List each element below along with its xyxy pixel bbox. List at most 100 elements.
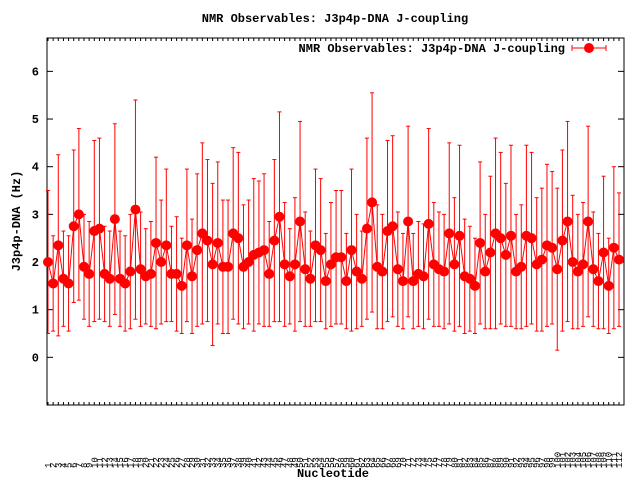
x-tick-label: 55 <box>322 457 332 468</box>
point <box>68 221 79 232</box>
x-tick-label: 93 <box>517 457 527 468</box>
point <box>53 240 64 251</box>
x-tick-label: 54 <box>317 457 327 468</box>
x-axis-label: Nucleotide <box>297 467 369 480</box>
x-tick-label: 4 <box>59 463 69 468</box>
x-tick-label: 63 <box>363 457 373 468</box>
x-tick-label: 92 <box>512 457 522 468</box>
x-tick-label: 32 <box>203 457 213 468</box>
y-tick-label: 6 <box>32 65 39 79</box>
point <box>269 235 280 246</box>
point <box>495 233 506 244</box>
x-tick-label: 37 <box>229 457 239 468</box>
point <box>264 268 275 279</box>
point <box>583 216 594 227</box>
point <box>505 230 516 241</box>
point <box>130 204 141 215</box>
x-tick-label: 99 <box>548 457 558 468</box>
point <box>557 235 568 246</box>
x-tick-label: 102 <box>564 452 574 468</box>
x-tick-label: 40 <box>245 457 255 468</box>
point <box>300 264 311 275</box>
point <box>284 271 295 282</box>
x-tick-label: 15 <box>116 457 126 468</box>
point <box>562 216 573 227</box>
point <box>475 237 486 248</box>
x-tick-label: 38 <box>234 457 244 468</box>
x-tick-label: 30 <box>193 457 203 468</box>
point <box>526 233 537 244</box>
x-tick-label: 86 <box>481 457 491 468</box>
x-tick-label: 81 <box>456 457 466 468</box>
x-tick-label: 23 <box>157 457 167 468</box>
point <box>464 273 475 284</box>
x-tick-label: 103 <box>569 452 579 468</box>
point <box>289 259 300 270</box>
x-tick-label: 100 <box>553 452 563 468</box>
x-tick-label: 10 <box>90 457 100 468</box>
point <box>377 266 388 277</box>
x-tick-label: 56 <box>327 457 337 468</box>
x-tick-label: 78 <box>440 457 450 468</box>
point <box>552 264 563 275</box>
x-tick-label: 25 <box>167 457 177 468</box>
x-tick-label: 66 <box>378 457 388 468</box>
point <box>320 276 331 287</box>
x-tick-label: 89 <box>497 457 507 468</box>
x-tick-label: 62 <box>358 457 368 468</box>
point <box>469 280 480 291</box>
x-tick-label: 73 <box>414 457 424 468</box>
point <box>259 245 270 256</box>
x-tick-label: 109 <box>600 452 610 468</box>
x-tick-label: 19 <box>137 457 147 468</box>
point <box>536 254 547 265</box>
x-tick-label: 20 <box>142 457 152 468</box>
x-tick-label: 98 <box>543 457 553 468</box>
point <box>485 247 496 258</box>
point <box>202 235 213 246</box>
y-axis-label: J3p4p-DNA (Hz) <box>10 171 24 272</box>
chart-title: NMR Observables: J3p4p-DNA J-coupling <box>202 12 468 26</box>
x-tick-label: 70 <box>399 457 409 468</box>
point <box>73 209 84 220</box>
point <box>588 264 599 275</box>
y-tick-label: 0 <box>32 351 39 365</box>
point <box>346 245 357 256</box>
point <box>423 218 434 229</box>
x-tick-label: 74 <box>420 457 430 468</box>
point <box>274 211 285 222</box>
point <box>567 257 578 268</box>
point <box>212 237 223 248</box>
point <box>361 223 372 234</box>
x-tick-label: 91 <box>507 457 517 468</box>
x-tick-label: 58 <box>337 457 347 468</box>
x-tick-label: 9 <box>85 463 95 468</box>
x-tick-label: 31 <box>198 457 208 468</box>
point <box>439 266 450 277</box>
y-tick-label: 5 <box>32 113 39 127</box>
x-tick-label: 11 <box>95 457 105 468</box>
point <box>171 268 182 279</box>
x-tick-label: 2 <box>49 463 59 468</box>
point <box>408 276 419 287</box>
x-tick-label: 83 <box>466 457 476 468</box>
x-tick-label: 67 <box>384 457 394 468</box>
point <box>151 237 162 248</box>
x-tick-label: 60 <box>348 457 358 468</box>
x-tick-label: 21 <box>147 457 157 468</box>
point <box>516 261 527 272</box>
x-tick-label: 45 <box>270 457 280 468</box>
x-tick-label: 94 <box>522 457 532 468</box>
x-tick-label: 57 <box>332 457 342 468</box>
x-tick-label: 52 <box>306 457 316 468</box>
x-tick-label: 72 <box>409 457 419 468</box>
x-tick-label: 53 <box>311 457 321 468</box>
point <box>387 221 398 232</box>
y-tick-label: 4 <box>32 161 39 175</box>
x-tick-label: 108 <box>594 452 604 468</box>
point <box>315 245 326 256</box>
x-tick-label: 5 <box>65 463 75 468</box>
point <box>135 264 146 275</box>
x-tick-label: 3 <box>54 463 64 468</box>
